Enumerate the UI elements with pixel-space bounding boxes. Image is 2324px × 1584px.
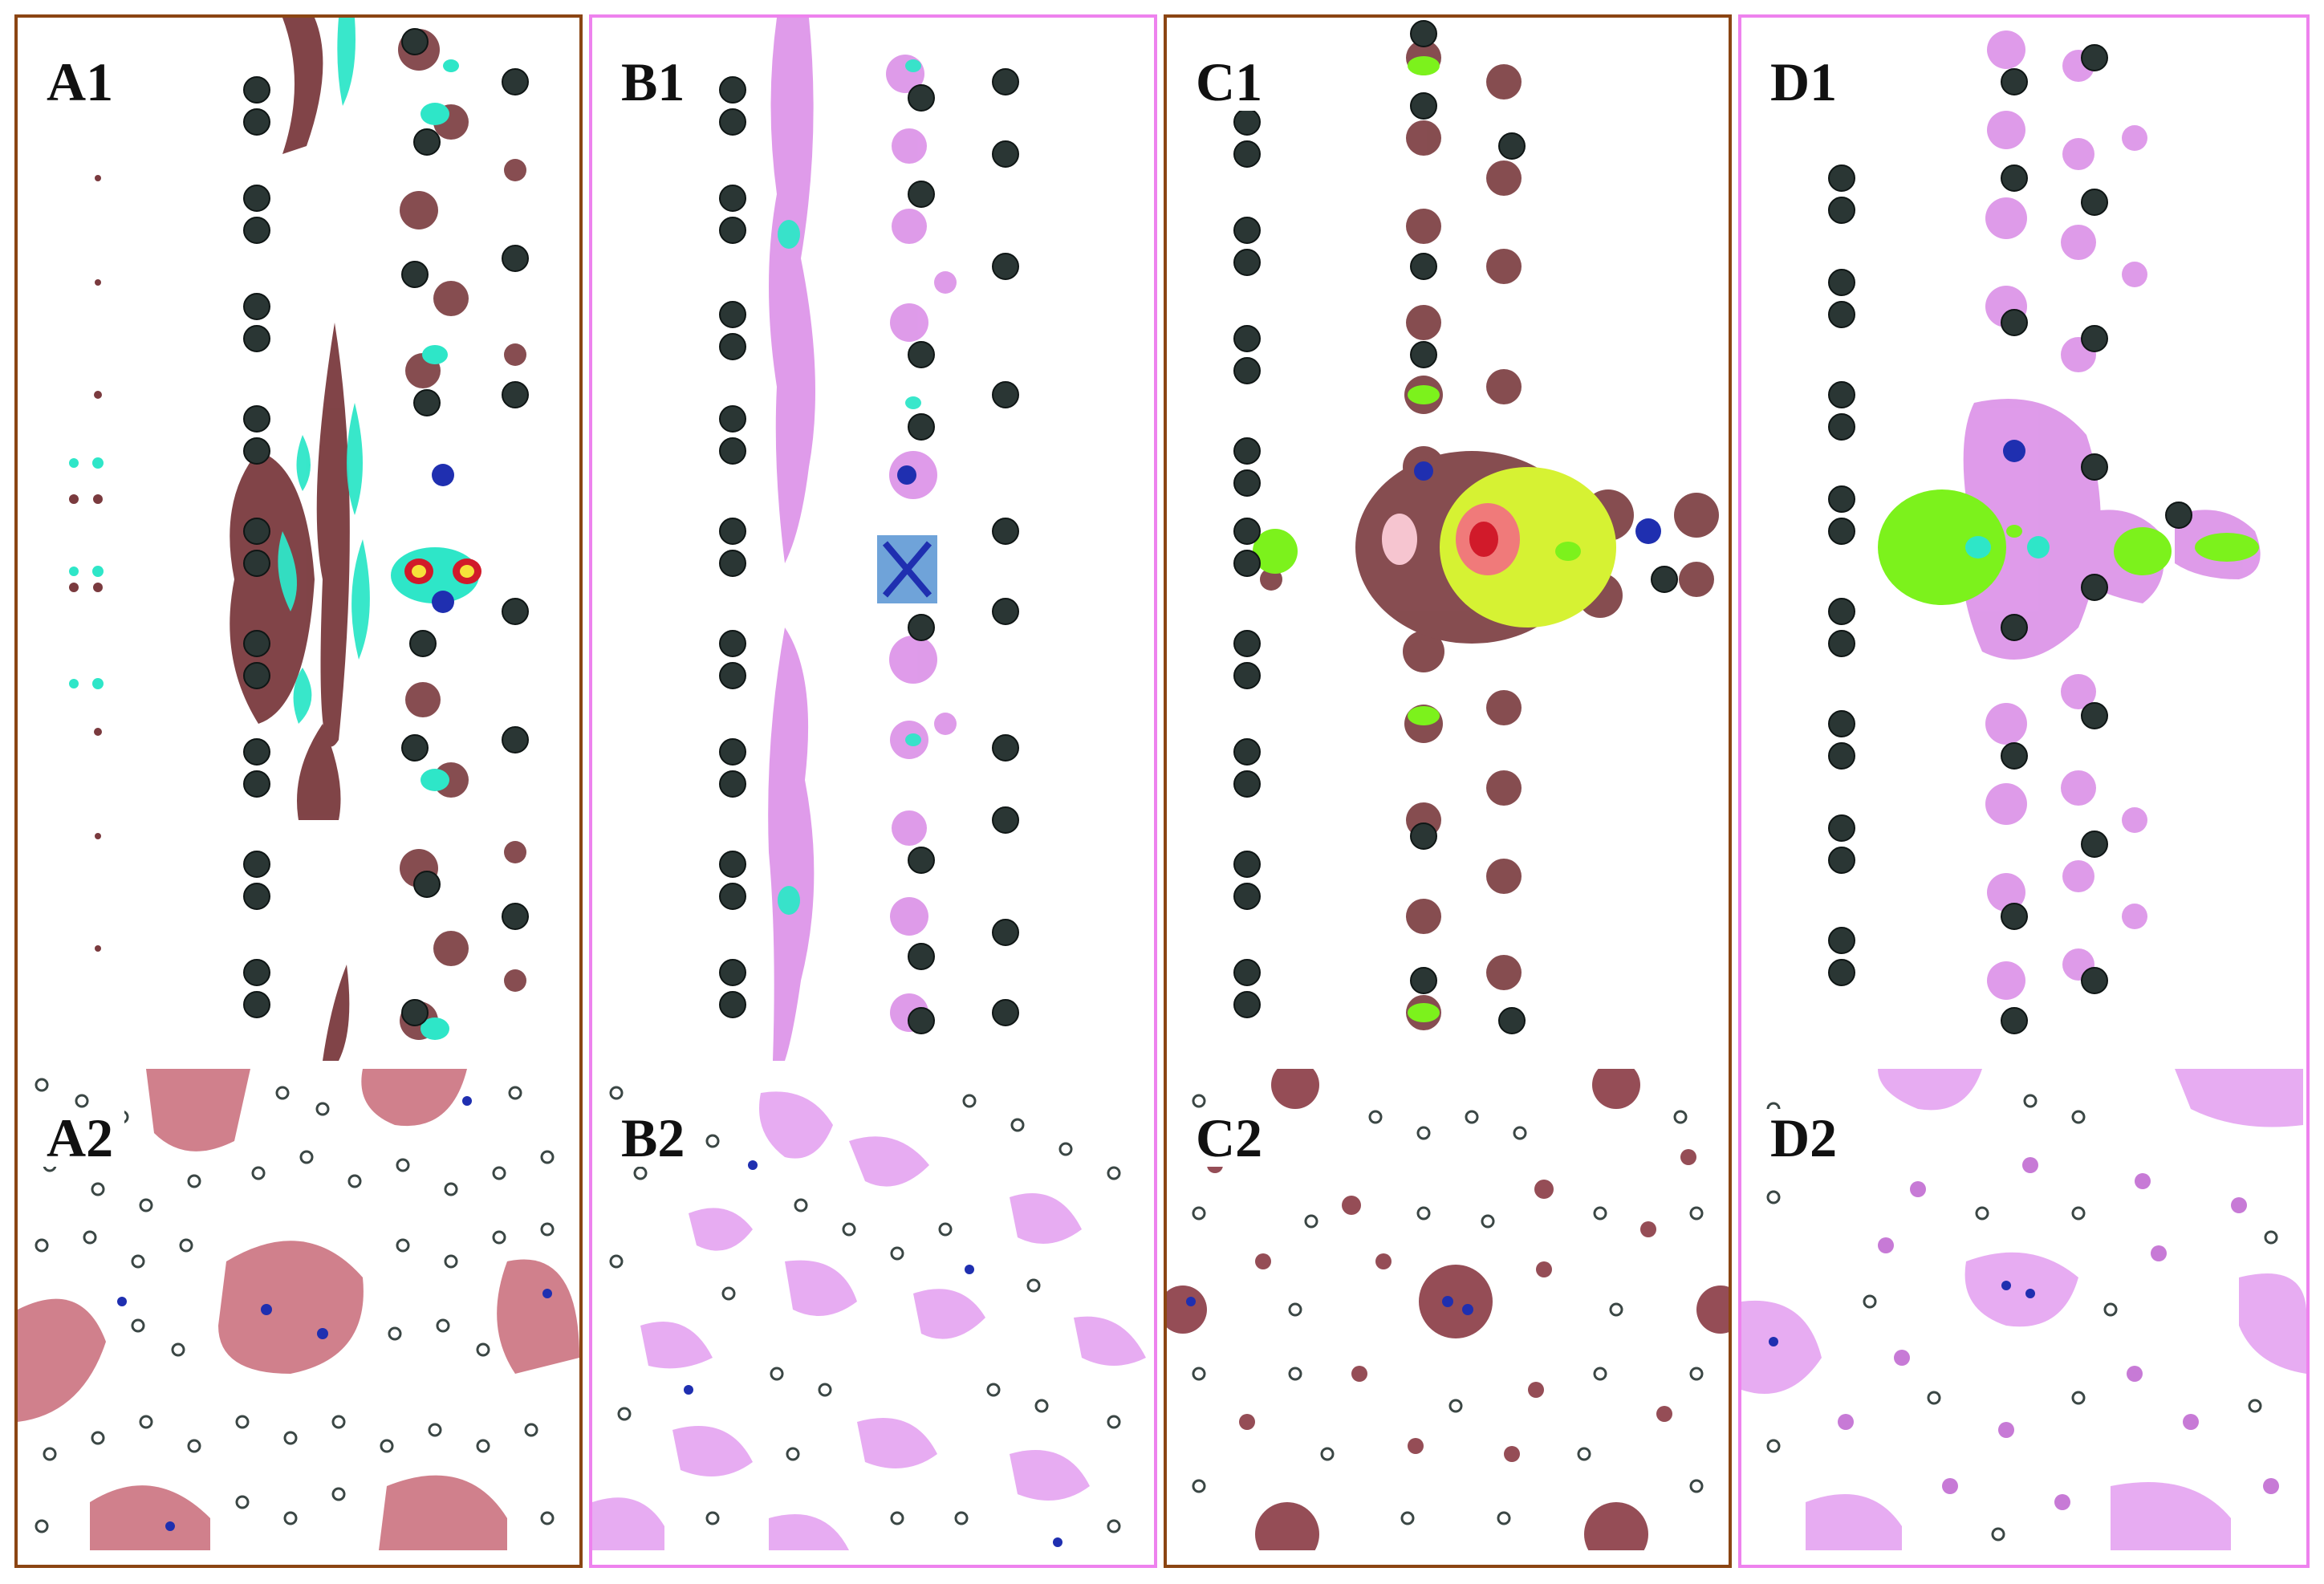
panel-a-frame: A1 A2 (14, 14, 583, 1568)
panel-a1-side-view (69, 18, 529, 1061)
panel-label-b2: B2 (610, 1109, 697, 1167)
panel-a2-top-view (18, 1069, 579, 1550)
panel-label-d1: D1 (1759, 53, 1849, 111)
panel-d-frame: D1 D2 (1738, 14, 2310, 1568)
panel-c2-top-view (1167, 1069, 1729, 1550)
panel-b-frame: B1 B2 (589, 14, 1157, 1568)
panel-b1-side-view (719, 18, 1019, 1061)
panel-d1-side-view (1828, 30, 2261, 1034)
panel-label-d2: D2 (1759, 1109, 1849, 1167)
panel-label-b1: B1 (610, 53, 697, 111)
panel-d2-top-view (1741, 1069, 2306, 1550)
panel-label-c2: C2 (1184, 1109, 1274, 1167)
panel-label-a2: A2 (35, 1109, 125, 1167)
panel-c-frame: C1 C2 (1164, 14, 1732, 1568)
panel-b2-top-view (592, 1086, 1146, 1550)
panel-label-a1: A1 (35, 53, 125, 111)
panel-c1-side-view (1233, 20, 1719, 1034)
panel-label-c1: C1 (1184, 53, 1274, 111)
